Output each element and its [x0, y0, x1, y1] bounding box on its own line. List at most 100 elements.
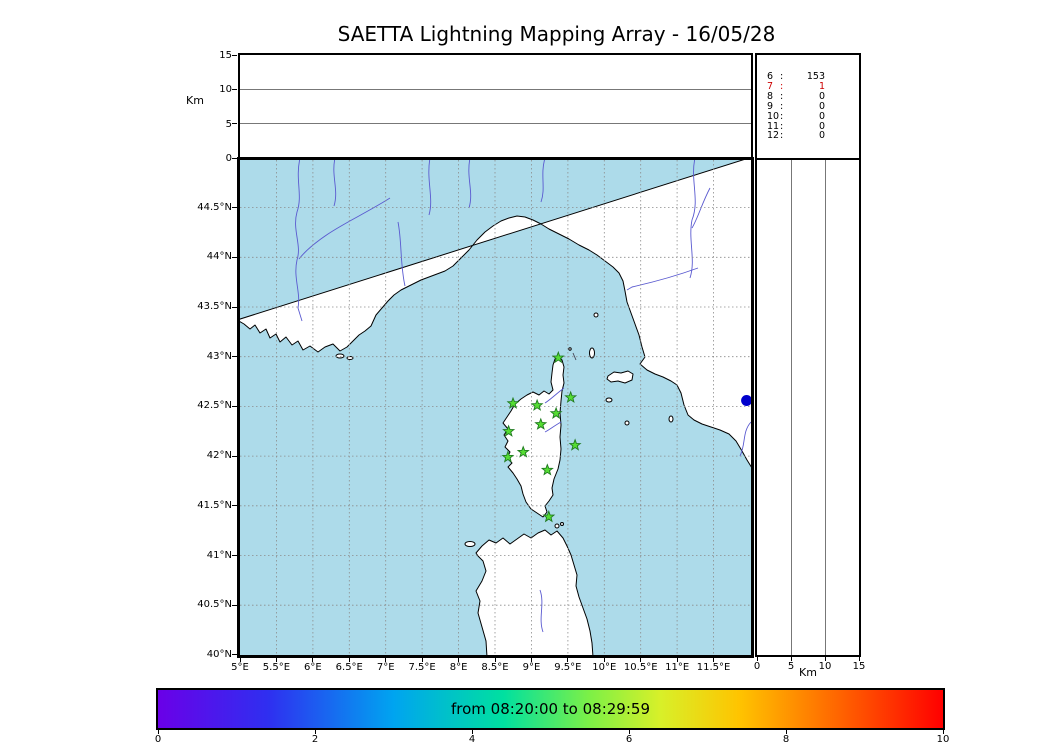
- latitude-tick-label: 44°N: [206, 251, 232, 263]
- lma-station-marker: [530, 398, 544, 411]
- colorbar-tick: [785, 730, 787, 734]
- pianosa-island: [605, 397, 613, 403]
- station-count-colon: :: [780, 90, 784, 102]
- lma-station-marker: [534, 417, 548, 430]
- longitude-tick-label: 5.5°E: [262, 662, 291, 673]
- longitude-tick-label: 9°E: [522, 662, 541, 673]
- histogram-axis-unit-label: Km: [799, 666, 817, 679]
- colorbar-tick: [314, 730, 316, 734]
- colorbar-tick-label: 8: [782, 734, 790, 745]
- histogram-tick-label: 15: [852, 661, 866, 672]
- graticule: [240, 160, 751, 655]
- hyeres-island-2: [346, 356, 354, 360]
- station-count-id: 6: [767, 71, 774, 82]
- giglio-island: [668, 415, 674, 423]
- river: [539, 589, 544, 633]
- colorbar-tick-label: 10: [936, 734, 950, 745]
- longitude-tick: [421, 658, 423, 662]
- mainland-coast: [240, 160, 751, 468]
- histogram-tick-label: 10: [818, 661, 832, 672]
- latitude-tick-label: 41.5°N: [197, 499, 232, 511]
- river: [739, 421, 751, 457]
- lma-station-marker: [502, 424, 516, 437]
- station-count-row: 10: 0: [757, 110, 859, 122]
- river: [428, 160, 432, 216]
- colorbar-tick-label: 0: [154, 734, 162, 745]
- lma-station-marker: [516, 445, 530, 458]
- longitude-tick-label: 7.5°E: [408, 662, 436, 673]
- histogram-gridline-10km: [825, 160, 826, 655]
- plot-title: SAETTA Lightning Mapping Array - 16/05/2…: [337, 22, 776, 46]
- longitude-tick: [713, 658, 715, 662]
- altitude-time-panel: [238, 53, 753, 160]
- river: [298, 197, 391, 260]
- longitude-tick: [640, 658, 642, 662]
- latitude-tick: [232, 356, 237, 358]
- altitude-tick-label: 15: [219, 50, 232, 61]
- station-count-panel: 6: 153 7: 1 8: 0 9: 0 10: 0 11: 0 12: 0: [755, 53, 861, 177]
- longitude-tick: [567, 658, 569, 662]
- asinara-island: [464, 541, 476, 547]
- latitude-tick: [232, 405, 237, 407]
- latitude-tick-label: 41°N: [206, 549, 232, 561]
- station-count-id: 10: [767, 110, 780, 122]
- lma-station-marker: [568, 438, 582, 451]
- histogram-tick-label: 0: [753, 661, 761, 672]
- longitude-tick: [458, 658, 460, 662]
- latitude-tick-label: 42°N: [206, 450, 232, 462]
- longitude-tick: [603, 658, 605, 662]
- station-count-value: 0: [818, 130, 825, 142]
- river: [544, 421, 562, 433]
- colorbar-tick-label: 6: [625, 734, 633, 745]
- altitude-axis-unit-label: Km: [186, 94, 204, 107]
- histogram-tick: [824, 657, 826, 661]
- station-count-row: 9: 0: [757, 100, 859, 112]
- map-panel: [237, 157, 754, 658]
- longitude-tick-label: 10°E: [592, 662, 617, 673]
- river: [397, 221, 406, 287]
- lma-station-marker: [540, 463, 554, 476]
- longitude-tick-label: 9.5°E: [554, 662, 582, 673]
- altitude-tick: [232, 54, 237, 56]
- station-count-id: 12: [767, 130, 780, 142]
- histogram-tick: [756, 657, 758, 661]
- lma-station-marker: [564, 390, 578, 404]
- lma-station-marker: [551, 350, 565, 364]
- latitude-tick: [232, 256, 237, 258]
- latitude-tick: [232, 306, 237, 308]
- station-count-value: 0: [818, 120, 825, 132]
- corsica: [502, 355, 565, 518]
- latitude-tick-label: 40°N: [206, 648, 232, 660]
- longitude-tick: [530, 658, 532, 662]
- latitude-tick: [232, 455, 237, 457]
- flash-layer: [741, 395, 751, 406]
- river: [468, 160, 472, 209]
- longitude-tick: [494, 658, 496, 662]
- longitude-tick-label: 7°E: [376, 662, 395, 673]
- altitude-tick-label: 5: [225, 118, 232, 130]
- lma-station-marker: [506, 396, 520, 409]
- longitude-tick: [239, 658, 241, 662]
- longitude-tick: [312, 658, 314, 662]
- station-count-colon: :: [780, 100, 784, 112]
- longitude-tick-label: 8°E: [449, 662, 468, 673]
- station-count-row: 12: 0: [757, 131, 859, 141]
- river: [333, 160, 337, 207]
- altitude-tick: [232, 123, 237, 125]
- latitude-tick-label: 43°N: [206, 350, 232, 362]
- station-count-colon: :: [780, 110, 784, 122]
- river: [689, 160, 696, 279]
- longitude-tick-label: 5°E: [231, 662, 249, 673]
- altitude-gridline-10km: [240, 89, 751, 90]
- landmasses: [240, 160, 751, 655]
- maddalena-island-2: [560, 522, 564, 526]
- elba-island: [606, 370, 634, 384]
- latitude-tick: [232, 207, 237, 209]
- station-count-row: 6: 153: [757, 72, 859, 82]
- rivers: [295, 160, 751, 633]
- station-count-colon: :: [780, 71, 784, 82]
- sardinia: [475, 529, 594, 655]
- station-count-id: 7: [767, 80, 774, 92]
- longitude-tick-label: 10.5°E: [623, 662, 658, 673]
